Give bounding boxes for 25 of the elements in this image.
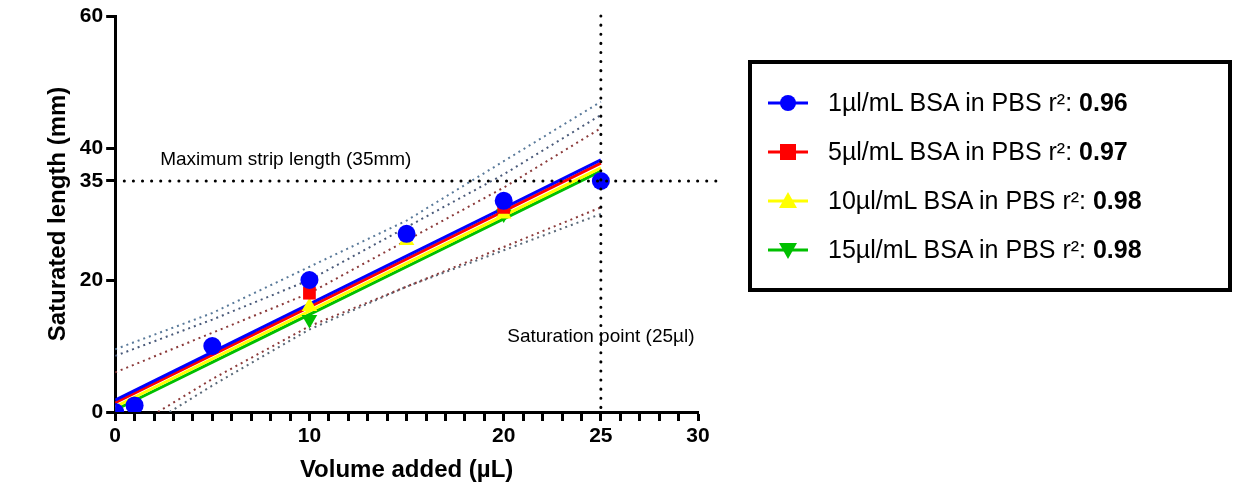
ref-line-label: Saturation point (25µl): [507, 324, 695, 346]
y-axis-title: Saturated length (mm): [43, 86, 71, 342]
point: [303, 286, 316, 300]
x-tick-label: 0: [109, 423, 121, 447]
point: [397, 224, 416, 243]
point: [203, 337, 222, 355]
legend-label: 1µl/mL BSA in PBS r²: 0.96: [828, 88, 1128, 117]
point: [494, 191, 513, 210]
legend-label: 15µl/mL BSA in PBS r²: 0.98: [828, 235, 1142, 264]
point: [125, 396, 144, 412]
y-tick-label: 35: [79, 167, 104, 191]
ref-line-label: Maximum strip length (35mm): [160, 147, 412, 169]
y-tick-label: 40: [79, 134, 104, 158]
y-tick-label: 20: [79, 266, 104, 290]
point: [301, 297, 318, 311]
point: [300, 271, 319, 289]
x-tick-label: 20: [492, 423, 516, 447]
legend-label: 10µl/mL BSA in PBS r²: 0.98: [828, 186, 1142, 215]
x-tick-label: 25: [589, 423, 613, 447]
x-tick-label: 30: [686, 423, 710, 447]
y-tick-label: 60: [79, 2, 104, 26]
legend-label: 5µl/mL BSA in PBS r²: 0.97: [828, 137, 1128, 166]
x-tick-label: 10: [297, 423, 322, 447]
x-axis-title: Volume added (µL): [299, 455, 514, 483]
y-tick-label: 0: [91, 398, 104, 422]
